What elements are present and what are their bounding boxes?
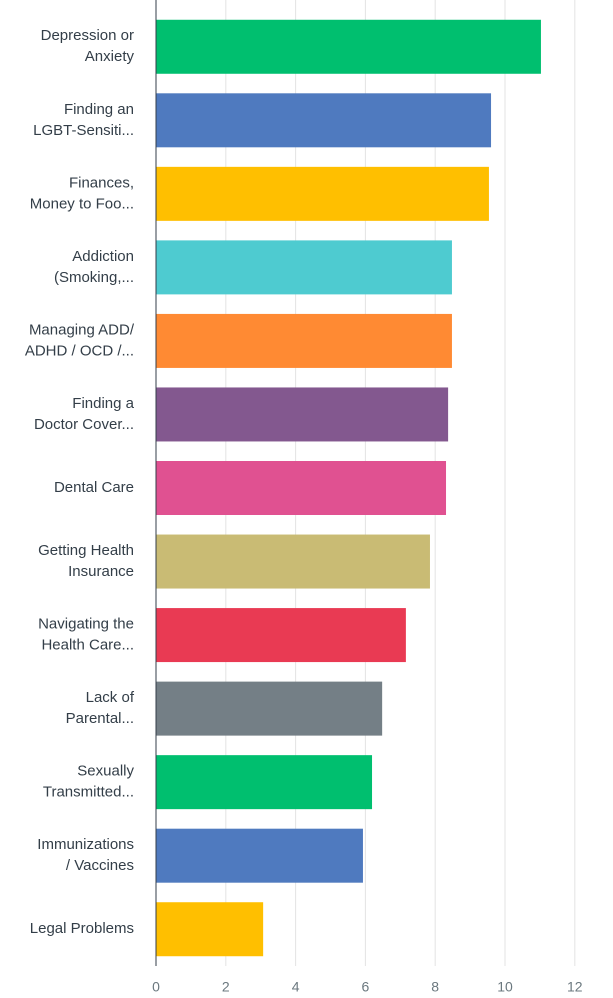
- y-tick-label: Finding a: [72, 395, 134, 412]
- bar: [156, 755, 373, 810]
- bar: [156, 19, 541, 74]
- y-tick-label: Finances,: [69, 174, 134, 191]
- x-tick-label: 4: [292, 979, 300, 995]
- y-tick-label: Getting Health: [38, 542, 134, 559]
- bar: [156, 534, 430, 589]
- x-tick-label: 6: [362, 979, 370, 995]
- y-tick-label: Lack of: [86, 689, 135, 706]
- y-tick-label: ADHD / OCD /...: [25, 342, 134, 359]
- y-tick-label: (Smoking,...: [54, 269, 134, 286]
- bar: [156, 461, 447, 515]
- y-tick-label: Anxiety: [85, 48, 135, 65]
- y-tick-label: Doctor Cover...: [34, 416, 134, 433]
- y-tick-label: Insurance: [68, 563, 134, 580]
- y-tick-label: Depression or: [41, 27, 134, 44]
- bar: [156, 608, 406, 663]
- y-tick-label: Addiction: [72, 248, 134, 265]
- y-tick-label: LGBT-Sensiti...: [33, 122, 134, 139]
- y-tick-label: Legal Problems: [30, 920, 134, 937]
- x-tick-label: 12: [567, 979, 583, 995]
- bar: [156, 828, 363, 883]
- x-tick-label: 0: [152, 979, 160, 995]
- y-tick-label: Dental Care: [54, 479, 134, 496]
- x-tick-label: 10: [497, 979, 513, 995]
- y-tick-label: Immunizations: [37, 836, 134, 853]
- y-tick-label: Money to Foo...: [30, 195, 134, 212]
- y-tick-label: Sexually: [77, 763, 134, 780]
- y-tick-label: Transmitted...: [43, 784, 134, 801]
- y-tick-label: Finding an: [64, 101, 134, 118]
- bar: [156, 313, 452, 368]
- x-tick-label: 2: [222, 979, 230, 995]
- bar: [156, 387, 449, 442]
- bar: [156, 93, 492, 148]
- y-tick-label: Parental...: [66, 710, 134, 727]
- bar: [156, 681, 383, 736]
- y-tick-label: / Vaccines: [66, 857, 134, 874]
- x-tick-label: 8: [431, 979, 439, 995]
- y-tick-label: Navigating the: [38, 616, 134, 633]
- y-tick-label: Managing ADD/: [29, 321, 135, 338]
- bar: [156, 240, 452, 295]
- y-tick-label: Health Care...: [41, 637, 134, 654]
- bar: [156, 166, 489, 221]
- bar: [156, 902, 264, 957]
